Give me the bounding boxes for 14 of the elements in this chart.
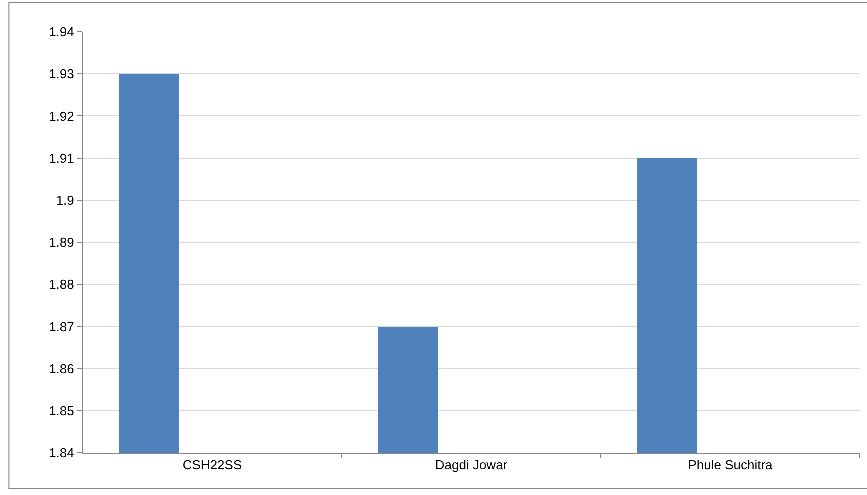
y-tick-label: 1.93 (49, 66, 74, 82)
y-tick-label: 1.9 (56, 192, 74, 208)
y-tick-label: 1.87 (49, 319, 74, 334)
x-tick-label: Phule Suchitra (688, 458, 774, 473)
y-tick-label: 1.94 (49, 24, 74, 40)
y-tick-label: 1.89 (49, 235, 74, 250)
x-tick-label: Dagdi Jowar (435, 458, 508, 473)
y-tick-label: 1.85 (49, 403, 74, 418)
y-tick-label: 1.88 (49, 277, 74, 292)
x-tick-label: CSH22SS (182, 458, 242, 473)
y-tick-label: 1.92 (49, 108, 74, 124)
y-tick-label: 1.84 (49, 446, 74, 461)
y-tick-label: 1.91 (49, 150, 74, 166)
y-tick-label: 1.86 (49, 361, 74, 376)
